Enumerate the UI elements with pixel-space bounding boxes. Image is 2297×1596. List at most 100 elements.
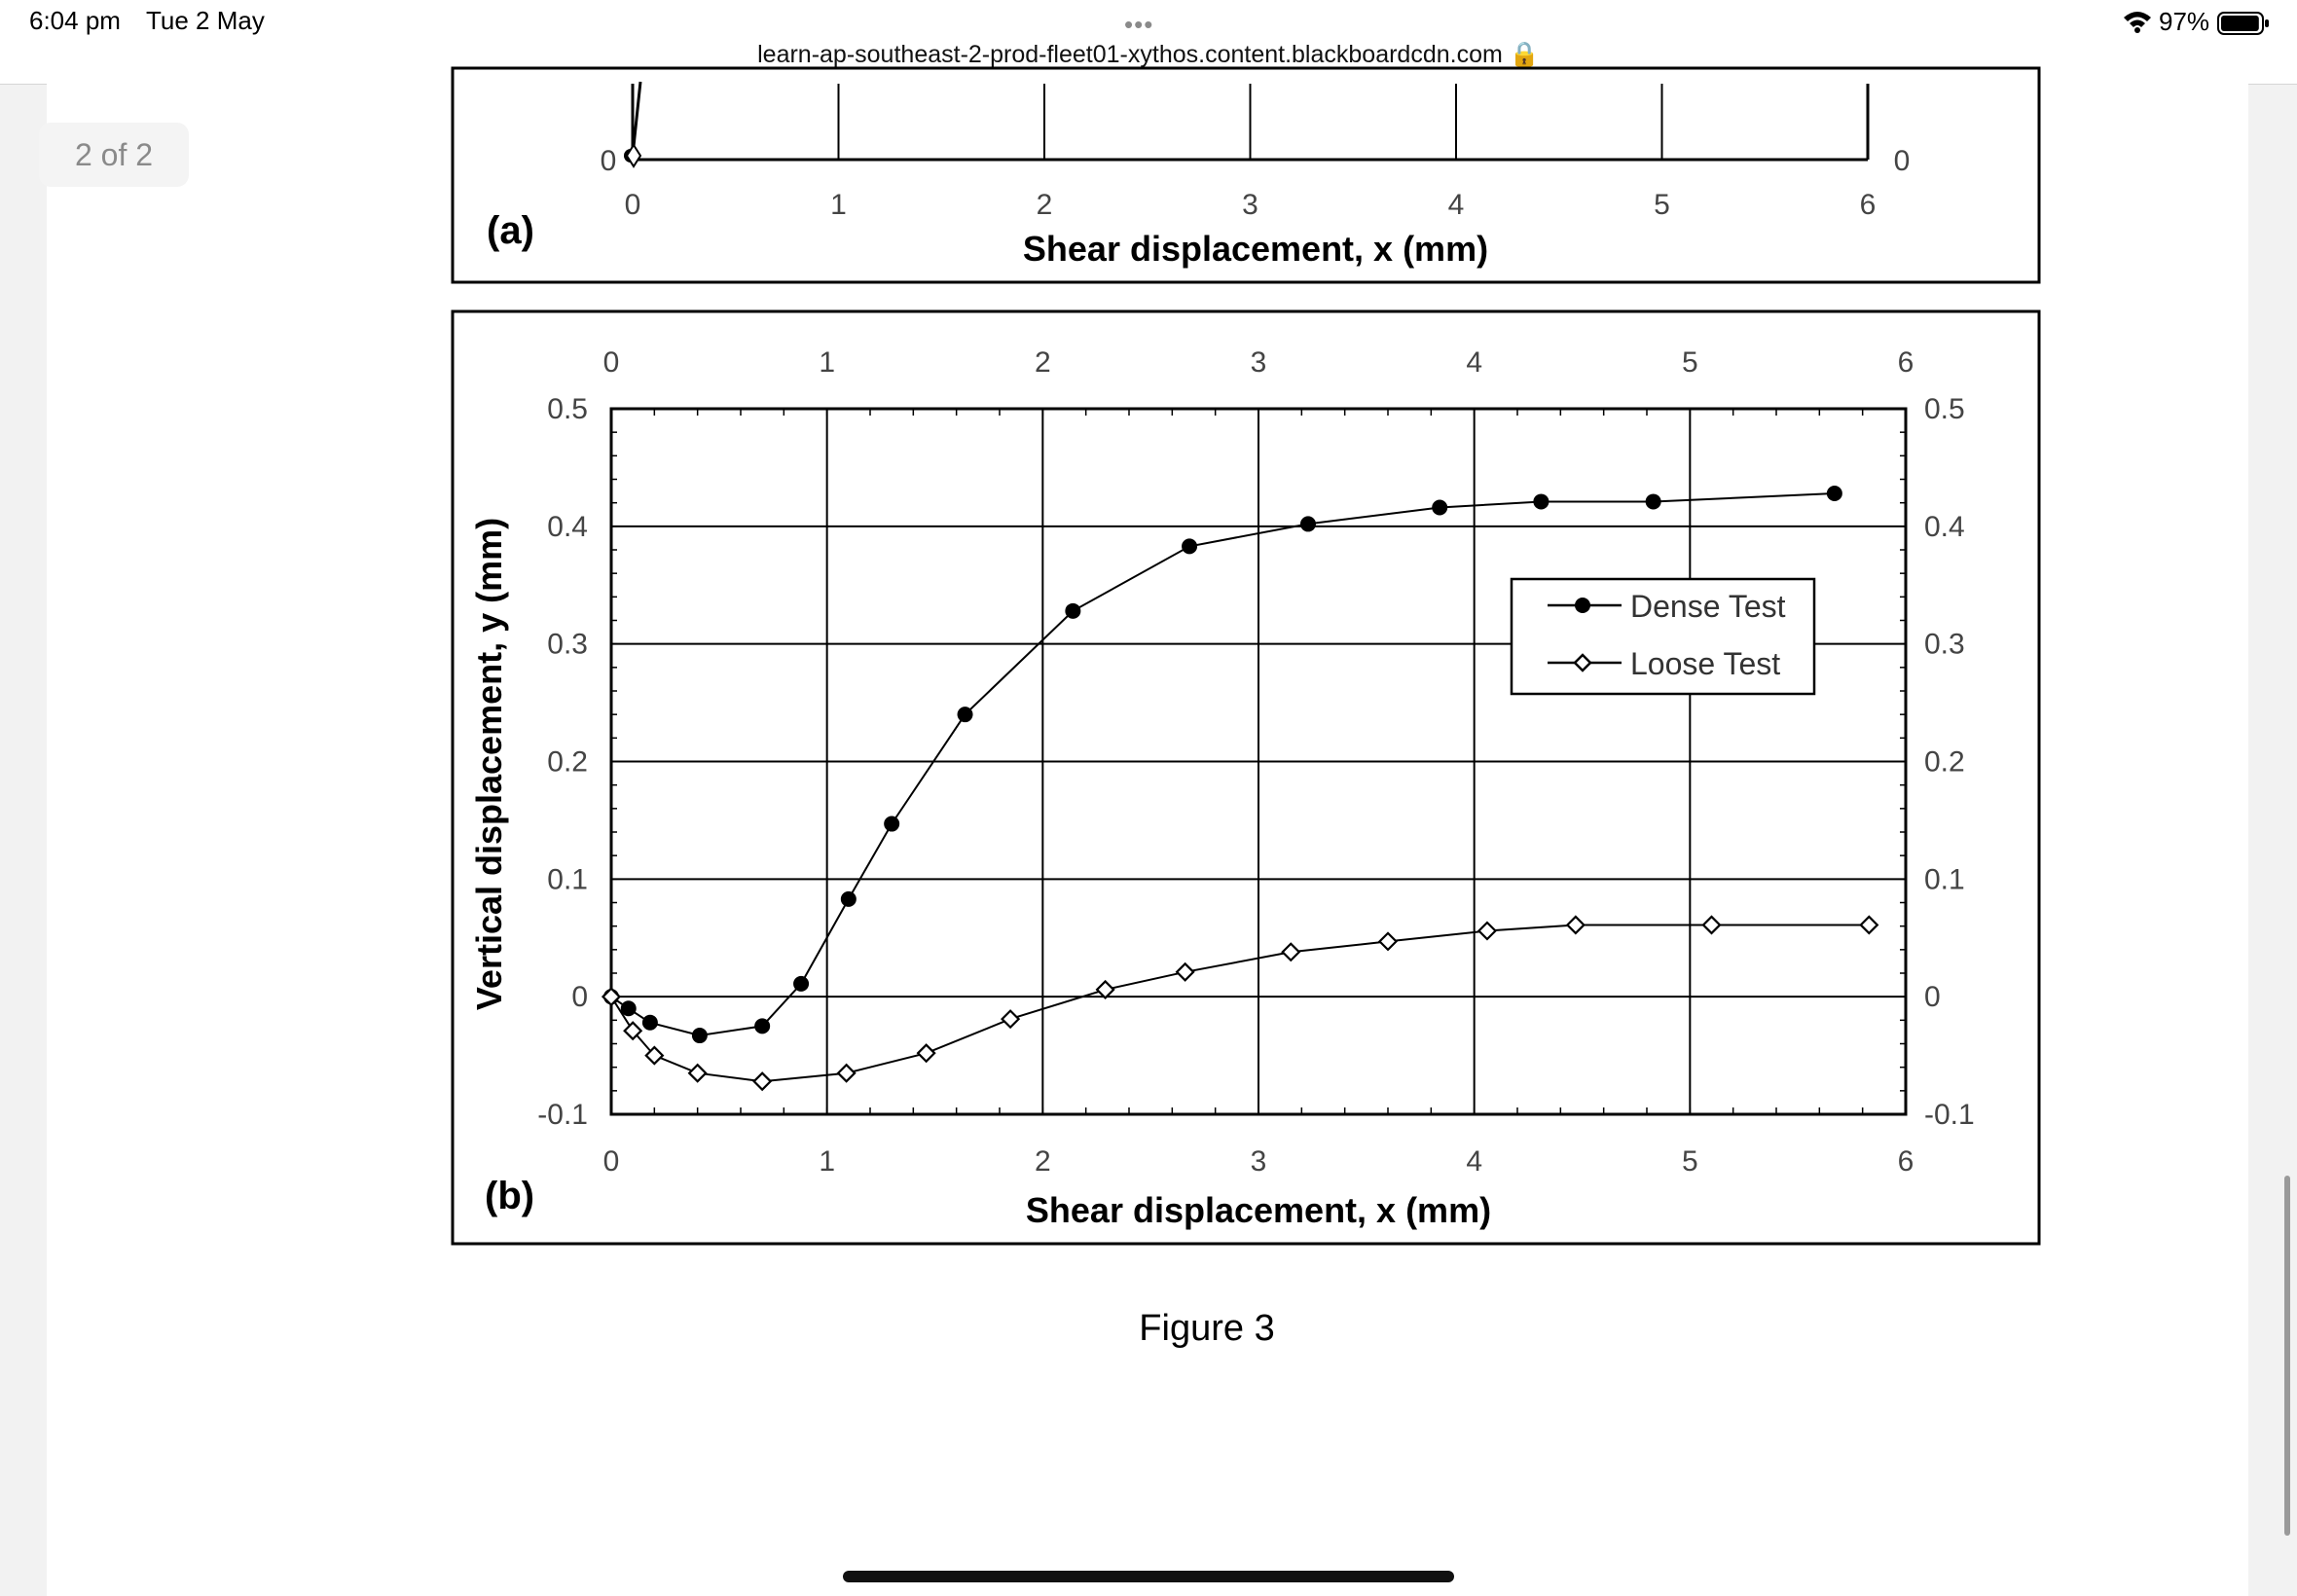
document-page	[47, 84, 2248, 1596]
data-point-loose-test	[1377, 931, 1399, 952]
data-point-dense-test	[620, 1000, 637, 1017]
legend-marker-dense	[1575, 598, 1590, 613]
data-point-loose-test	[752, 1071, 773, 1092]
legend-marker-loose	[1573, 653, 1592, 672]
data-point-dense-test	[840, 890, 857, 907]
home-indicator[interactable]	[843, 1571, 1454, 1582]
y-tick-label: 0.1	[547, 863, 588, 895]
data-point-loose-test	[1001, 1009, 1021, 1030]
x-tick-label: 4	[1466, 1145, 1482, 1178]
panel-a-curve	[624, 81, 642, 168]
data-point-dense-test	[1432, 499, 1448, 516]
y-tick-label: 0.5	[547, 393, 588, 425]
panel-a-x-tick-label: 0	[625, 189, 641, 221]
panel-a-y-tick-right: 0	[1894, 145, 1911, 177]
y-tick-label-right: 0.1	[1924, 863, 1965, 895]
panel-a-tick-labels: 0 1 2 3 4 5 6	[625, 189, 1877, 221]
x-tick-label: 2	[1035, 1145, 1051, 1178]
data-point-loose-test	[1565, 915, 1586, 935]
series-layer	[601, 486, 1879, 1092]
data-point-loose-test	[1859, 915, 1879, 935]
panel-a-x-tick-label: 1	[830, 189, 847, 221]
y-tick-label-right: 0.3	[1924, 629, 1965, 661]
legend-box	[1510, 577, 1816, 696]
x-tick-label-top: 1	[819, 346, 835, 379]
figure-caption: Figure 3	[1139, 1308, 1275, 1349]
address-bar[interactable]: learn-ap-southeast-2-prod-fleet01-xythos…	[757, 41, 1540, 68]
chart-panel-b: 0 0 1 1 2 2 3 3 4 4 5 5 6 6 -0.1 -0.1 0 0 0.1 0.1 0.2 0.2 0.3…	[451, 309, 2041, 1246]
x-tick-label-top: 2	[1035, 346, 1051, 379]
y-axis-label: Vertical displacement, y (mm)	[469, 518, 509, 1010]
data-point-dense-test	[1645, 493, 1661, 510]
legend-label-loose: Loose Test	[1630, 646, 1780, 681]
y-tick-label: -0.1	[537, 1099, 588, 1131]
data-point-loose-test	[916, 1043, 936, 1064]
status-time: 6:04 pm	[29, 6, 121, 35]
data-point-dense-test	[1826, 486, 1842, 501]
y-tick-labels: -0.1 -0.1 0 0 0.1 0.1 0.2 0.2 0.3 0.3 0.4 0.4 0.5 0.5	[537, 393, 1974, 1131]
data-point-dense-test	[884, 816, 900, 832]
battery-icon	[2217, 12, 2269, 35]
plot-grid	[611, 409, 1906, 1114]
status-date: Tue 2 May	[146, 6, 265, 35]
page-indicator: 2 of 2	[39, 123, 189, 187]
series-line-dense-test	[610, 492, 1835, 1037]
data-point-dense-test	[1182, 538, 1198, 555]
data-point-dense-test	[793, 975, 810, 992]
data-point-loose-test	[1175, 961, 1195, 982]
data-point-loose-test	[687, 1063, 708, 1083]
battery-percentage: 97%	[2159, 7, 2210, 36]
panel-a-loose-point	[625, 143, 642, 168]
chart-panel-a: 0 1 2 3 4 5 6 0 0 (a) Shear displacement, x (m…	[451, 66, 2041, 284]
data-point-dense-test	[641, 1014, 658, 1031]
data-point-loose-test	[623, 1021, 643, 1041]
y-tick-label: 0	[571, 981, 588, 1013]
multitasking-dots-icon[interactable]: •••	[1124, 10, 1154, 39]
x-axis-label: Shear displacement, x (mm)	[1026, 1190, 1491, 1230]
x-tick-label: 1	[819, 1145, 835, 1178]
data-point-loose-test	[1281, 942, 1301, 962]
panel-a-x-tick-label: 2	[1037, 189, 1053, 221]
data-point-dense-test	[1065, 602, 1081, 619]
legend: Dense Test Loose Test	[1510, 577, 1816, 696]
panel-a-y-tick-left: 0	[601, 145, 617, 177]
wifi-icon	[2124, 12, 2151, 33]
data-point-loose-test	[644, 1045, 665, 1066]
y-tick-label-right: -0.1	[1924, 1099, 1975, 1131]
panel-a-border	[451, 66, 2041, 284]
x-tick-label: 0	[603, 1145, 620, 1178]
panel-a-grid	[631, 84, 1870, 162]
data-point-loose-test	[601, 987, 622, 1007]
data-point-loose-test	[1701, 915, 1722, 935]
data-point-dense-test	[1533, 493, 1550, 510]
data-point-dense-test	[691, 1028, 708, 1044]
y-tick-label-right: 0.4	[1924, 511, 1965, 543]
y-tick-label: 0.2	[547, 746, 588, 779]
series-line-loose-test	[610, 924, 1870, 1083]
data-point-loose-test	[1477, 921, 1498, 941]
data-point-loose-test	[836, 1063, 857, 1083]
y-tick-label-right: 0.5	[1924, 393, 1965, 425]
panel-b-border	[451, 309, 2041, 1246]
y-tick-label: 0.4	[547, 511, 588, 543]
panel-a-label: (a)	[487, 209, 534, 252]
panel-a-x-axis-label: Shear displacement, x (mm)	[1023, 229, 1488, 269]
data-point-dense-test	[754, 1018, 771, 1034]
data-point-loose-test	[1095, 979, 1115, 999]
x-tick-labels: 0 0 1 1 2 2 3 3 4 4 5 5 6 6	[603, 346, 1914, 1178]
y-tick-label: 0.3	[547, 629, 588, 661]
x-tick-label-top: 6	[1898, 346, 1914, 379]
status-bar: 6:04 pm Tue 2 May ••• learn-ap-southeast…	[0, 0, 2297, 85]
panel-a-x-tick-label: 4	[1448, 189, 1465, 221]
y-tick-label-right: 0	[1924, 981, 1941, 1013]
legend-label-dense: Dense Test	[1630, 589, 1786, 624]
x-tick-label-top: 0	[603, 346, 620, 379]
x-tick-label: 3	[1251, 1145, 1267, 1178]
x-tick-label-top: 3	[1251, 346, 1267, 379]
panel-a-x-tick-label: 3	[1242, 189, 1258, 221]
data-point-dense-test	[957, 707, 973, 723]
panel-a-curve-rise	[631, 81, 642, 157]
scrollbar[interactable]	[2284, 1176, 2290, 1536]
panel-a-x-tick-label: 5	[1654, 189, 1670, 221]
panel-b-label: (b)	[485, 1175, 534, 1217]
